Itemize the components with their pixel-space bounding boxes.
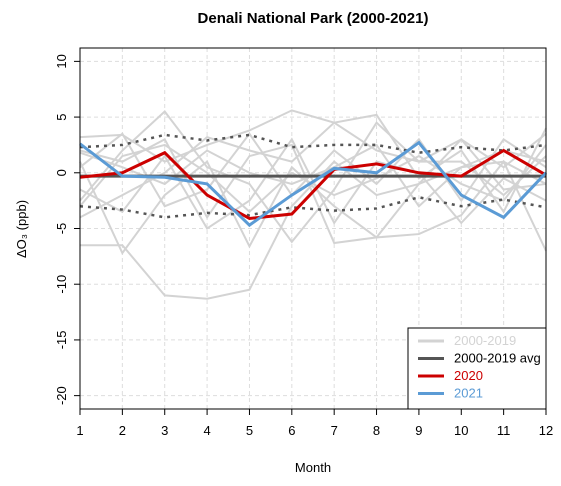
y-tick-label: 10 — [54, 54, 69, 68]
y-tick-label: -10 — [54, 275, 69, 294]
x-tick-label: 6 — [288, 423, 295, 438]
y-axis-label: ΔO₃ (ppb) — [14, 200, 29, 258]
x-tick-label: 4 — [203, 423, 210, 438]
legend-label: 2020 — [454, 368, 483, 383]
x-tick-label: 7 — [331, 423, 338, 438]
x-tick-label: 11 — [497, 423, 511, 438]
x-tick-label: 2 — [119, 423, 126, 438]
legend: 2000-2019 2000-2019 avg 2020 2021 — [407, 327, 547, 410]
y-tick-label: -15 — [54, 331, 69, 350]
y-tick-label: 0 — [54, 169, 69, 176]
x-tick-label: 8 — [373, 423, 380, 438]
series-line — [79, 148, 547, 221]
y-tick-label: -20 — [54, 386, 69, 405]
bound-line — [79, 133, 547, 155]
x-axis-label: Month — [295, 460, 331, 475]
x-tick-label: 3 — [161, 423, 168, 438]
x-tick-label: 1 — [76, 423, 83, 438]
x-tick-label: 5 — [246, 423, 253, 438]
chart-title: Denali National Park (2000-2021) — [198, 10, 429, 27]
y-tick-label: 5 — [54, 113, 69, 120]
x-tick-label: 10 — [454, 423, 468, 438]
legend-label: 2000-2019 avg — [454, 351, 541, 366]
background-line — [79, 110, 547, 244]
legend-box — [407, 327, 547, 410]
series-line — [79, 140, 548, 228]
legend-label: 2000-2019 — [454, 333, 516, 348]
bound-line — [79, 196, 547, 219]
x-tick-label: 9 — [415, 423, 422, 438]
background-line — [79, 143, 547, 214]
legend-label: 2021 — [454, 386, 483, 401]
plot-frame — [79, 47, 547, 410]
background-line — [79, 132, 547, 208]
x-tick-label: 12 — [539, 423, 553, 438]
y-tick-label: -5 — [54, 223, 69, 235]
